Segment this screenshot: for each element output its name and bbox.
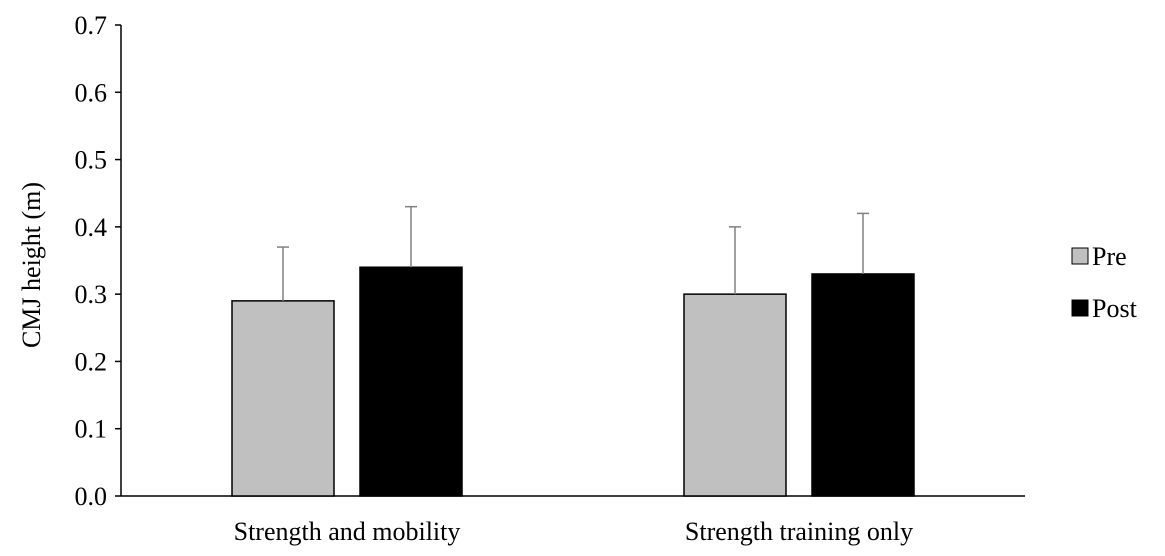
y-tick-label: 0.2 — [75, 347, 108, 376]
legend-label-pre: Pre — [1092, 242, 1127, 271]
bars — [231, 266, 915, 497]
legend-label-post: Post — [1092, 294, 1138, 323]
x-axis: Strength and mobility Strength training o… — [121, 495, 1025, 546]
legend-swatch-post — [1071, 299, 1089, 317]
y-tick-label: 0.0 — [75, 482, 108, 511]
bar-pre-1 — [231, 300, 335, 497]
bar-post-1 — [359, 266, 463, 497]
bar-pre-2 — [683, 293, 787, 497]
y-axis-title: CMJ height (m) — [17, 182, 46, 348]
y-axis: 0.0 0.1 0.2 0.3 0.4 0.5 0.6 0.7 — [75, 11, 122, 511]
y-tick-label: 0.3 — [75, 280, 108, 309]
bar-post-2 — [811, 273, 915, 497]
legend: Pre Post — [1071, 242, 1138, 323]
y-tick-label: 0.6 — [75, 78, 108, 107]
x-category-label: Strength training only — [685, 517, 913, 546]
y-tick-label: 0.5 — [75, 146, 108, 175]
y-tick-label: 0.7 — [75, 11, 108, 40]
x-category-label: Strength and mobility — [234, 517, 461, 546]
y-tick-label: 0.4 — [75, 213, 108, 242]
y-tick-label: 0.1 — [75, 415, 108, 444]
legend-swatch-pre — [1071, 247, 1089, 265]
error-bars — [277, 205, 869, 301]
